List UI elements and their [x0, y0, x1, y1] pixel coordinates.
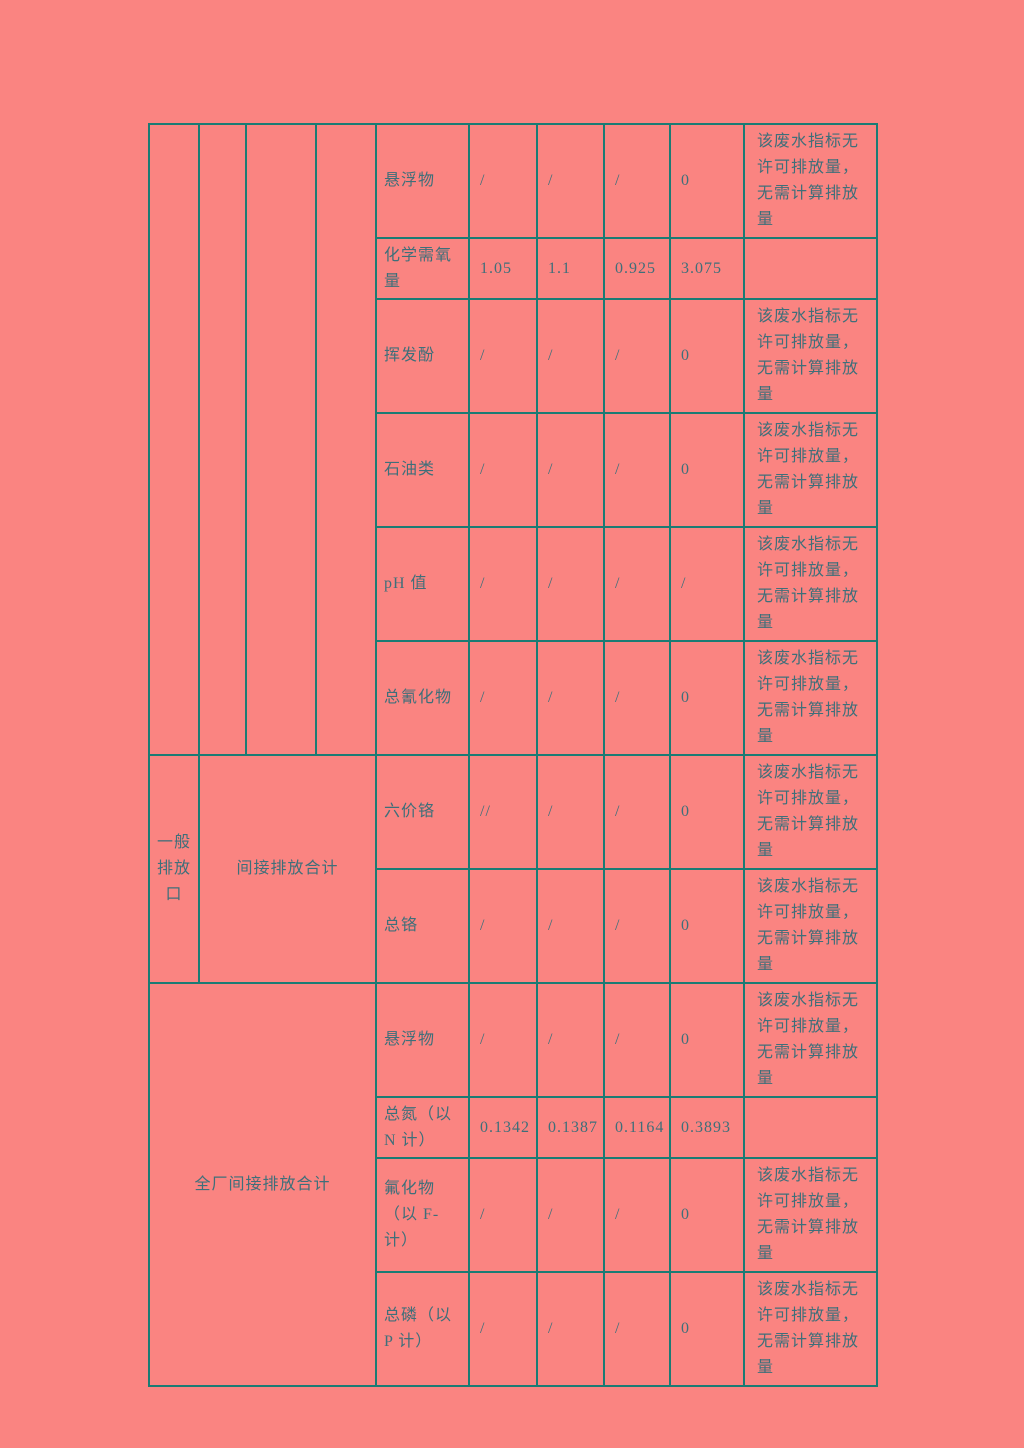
- value-cell: /: [536, 1271, 605, 1387]
- note-cell: 该废水指标无 许可排放量， 无需计算排放 量: [743, 868, 878, 984]
- value-cell: 0: [669, 298, 745, 414]
- empty-cell: [245, 123, 317, 756]
- note-cell: 该废水指标无 许可排放量， 无需计算排放 量: [743, 123, 878, 239]
- note-cell: 该废水指标无 许可排放量， 无需计算排放 量: [743, 640, 878, 756]
- value-cell: /: [603, 640, 671, 756]
- table-row: 化学需氧 量 1.05 1.1 0.925 3.075: [149, 237, 878, 300]
- table-row: 挥发酚 / / / 0 该废水指标无 许可排放量， 无需计算排放 量: [149, 298, 878, 414]
- table-row: 一般 排放 口 间接排放合计 六价铬 // / / 0 该废水指标无 许可排放量…: [148, 754, 878, 984]
- value-cell: /: [468, 1271, 538, 1387]
- table-row: 氟化物 （以 F- 计） / / / 0 该废水指标无 许可排放量， 无需计算排…: [149, 1157, 878, 1273]
- value-cell: 0: [669, 640, 745, 756]
- value-cell: /: [603, 754, 671, 870]
- pollutant-table: 悬浮物 / / / 0 该废水指标无 许可排放量， 无需计算排放 量 化学需氧 …: [148, 123, 878, 1387]
- value-cell: /: [603, 412, 671, 528]
- note-cell: [743, 237, 878, 300]
- value-cell: /: [536, 526, 605, 642]
- note-cell: 该废水指标无 许可排放量， 无需计算排放 量: [743, 982, 878, 1098]
- value-cell: /: [468, 640, 538, 756]
- value-cell: 0.925: [603, 237, 671, 300]
- value-cell: /: [468, 868, 538, 984]
- pollutant-name-cell: 挥发酚: [375, 298, 470, 414]
- note-cell: 该废水指标无 许可排放量， 无需计算排放 量: [743, 1271, 878, 1387]
- value-cell: /: [603, 526, 671, 642]
- value-cell: /: [468, 982, 538, 1098]
- table-row: 石油类 / / / 0 该废水指标无 许可排放量， 无需计算排放 量: [149, 412, 878, 528]
- table-row: 全厂间接排放合计 悬浮物 / / / 0 该废水指标无 许可排放量， 无需计算排…: [148, 982, 878, 1387]
- value-cell: 0.1164: [603, 1096, 671, 1159]
- table-row: 总磷（以 P 计） / / / 0 该废水指标无 许可排放量， 无需计算排放 量: [149, 1271, 878, 1387]
- section-label-general-outlet: 一般 排放 口: [148, 754, 200, 984]
- note-cell: 该废水指标无 许可排放量， 无需计算排放 量: [743, 412, 878, 528]
- value-cell: /: [536, 982, 605, 1098]
- pollutant-name-cell: 总氮（以 N 计）: [375, 1096, 470, 1159]
- note-cell: 该废水指标无 许可排放量， 无需计算排放 量: [743, 298, 878, 414]
- pollutant-name-cell: pH 值: [375, 526, 470, 642]
- value-cell: /: [603, 982, 671, 1098]
- value-cell: 1.05: [468, 237, 538, 300]
- note-cell: [743, 1096, 878, 1159]
- section-label-plant-indirect-total: 全厂间接排放合计: [148, 982, 377, 1387]
- value-cell: 0: [669, 123, 745, 239]
- value-cell: 0: [669, 982, 745, 1098]
- value-cell: /: [468, 526, 538, 642]
- value-cell: /: [468, 412, 538, 528]
- value-cell: 0.1387: [536, 1096, 605, 1159]
- value-cell: /: [536, 754, 605, 870]
- note-cell: 该废水指标无 许可排放量， 无需计算排放 量: [743, 754, 878, 870]
- value-cell: /: [536, 868, 605, 984]
- value-cell: /: [536, 1157, 605, 1273]
- value-cell: 3.075: [669, 237, 745, 300]
- value-cell: /: [669, 526, 745, 642]
- pollutant-name-cell: 悬浮物: [375, 123, 470, 239]
- value-cell: 0.3893: [669, 1096, 745, 1159]
- value-cell: /: [603, 1271, 671, 1387]
- value-cell: 0: [669, 754, 745, 870]
- table-row: 悬浮物 / / / 0 该废水指标无 许可排放量， 无需计算排放 量: [148, 123, 878, 756]
- value-cell: /: [603, 123, 671, 239]
- value-cell: 0: [669, 868, 745, 984]
- pollutant-name-cell: 石油类: [375, 412, 470, 528]
- table-row: pH 值 / / / / 该废水指标无 许可排放量， 无需计算排放 量: [149, 526, 878, 642]
- value-cell: 0.1342: [468, 1096, 538, 1159]
- table-row: 总氰化物 / / / 0 该废水指标无 许可排放量， 无需计算排放 量: [149, 640, 878, 756]
- value-cell: //: [468, 754, 538, 870]
- value-cell: 0: [669, 1157, 745, 1273]
- pollutant-name-cell: 氟化物 （以 F- 计）: [375, 1157, 470, 1273]
- pollutant-name-cell: 六价铬: [375, 754, 470, 870]
- pollutant-name-cell: 化学需氧 量: [375, 237, 470, 300]
- value-cell: /: [536, 123, 605, 239]
- empty-cell: [315, 123, 377, 756]
- note-cell: 该废水指标无 许可排放量， 无需计算排放 量: [743, 1157, 878, 1273]
- pollutant-name-cell: 悬浮物: [375, 982, 470, 1098]
- value-cell: /: [468, 123, 538, 239]
- value-cell: /: [603, 298, 671, 414]
- empty-cell: [148, 123, 200, 756]
- value-cell: /: [536, 640, 605, 756]
- section-label-indirect-total: 间接排放合计: [198, 754, 377, 984]
- pollutant-name-cell: 总磷（以 P 计）: [375, 1271, 470, 1387]
- value-cell: /: [468, 1157, 538, 1273]
- pollutant-name-cell: 总铬: [375, 868, 470, 984]
- pollutant-name-cell: 总氰化物: [375, 640, 470, 756]
- table-row: 总铬 / / / 0 该废水指标无 许可排放量， 无需计算排放 量: [149, 868, 878, 984]
- value-cell: 1.1: [536, 237, 605, 300]
- note-cell: 该废水指标无 许可排放量， 无需计算排放 量: [743, 526, 878, 642]
- empty-cell: [198, 123, 247, 756]
- value-cell: /: [603, 868, 671, 984]
- value-cell: /: [603, 1157, 671, 1273]
- value-cell: /: [468, 298, 538, 414]
- value-cell: /: [536, 412, 605, 528]
- value-cell: /: [536, 298, 605, 414]
- value-cell: 0: [669, 1271, 745, 1387]
- value-cell: 0: [669, 412, 745, 528]
- table-row: 总氮（以 N 计） 0.1342 0.1387 0.1164 0.3893: [149, 1096, 878, 1159]
